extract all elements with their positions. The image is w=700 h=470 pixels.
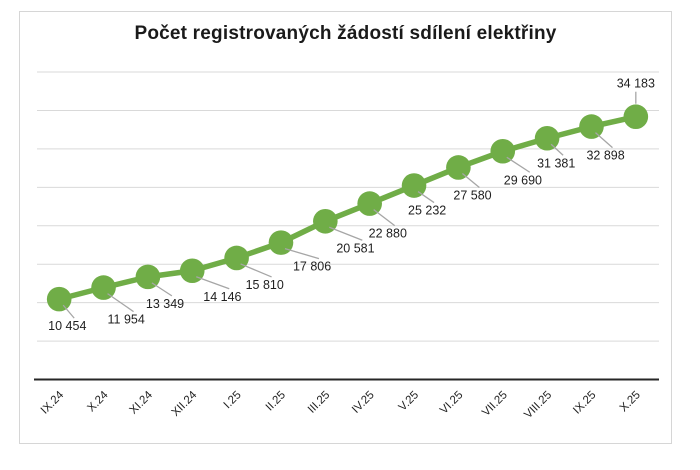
data-label: 22 880 bbox=[369, 227, 407, 241]
leader-line bbox=[550, 143, 564, 156]
data-label: 20 581 bbox=[336, 241, 374, 255]
x-axis-label: V.25 bbox=[397, 389, 421, 413]
leader-line bbox=[62, 304, 75, 319]
leader-line bbox=[506, 156, 531, 173]
leader-line bbox=[417, 190, 435, 204]
leader-line bbox=[461, 172, 480, 188]
x-axis-label: VIII.25 bbox=[522, 389, 554, 421]
data-label: 27 580 bbox=[453, 188, 491, 202]
data-point-marker bbox=[179, 258, 205, 284]
x-axis-label: VII.25 bbox=[480, 389, 510, 419]
data-point-marker bbox=[357, 191, 382, 216]
data-point-marker bbox=[135, 264, 161, 290]
data-point-marker bbox=[579, 114, 604, 139]
data-label: 15 810 bbox=[246, 278, 284, 292]
data-point-marker bbox=[268, 230, 294, 255]
x-axis-label: X.24 bbox=[85, 389, 111, 415]
data-point-marker bbox=[490, 138, 516, 164]
leader-line bbox=[151, 282, 173, 297]
x-axis-label: IX.24 bbox=[39, 389, 67, 417]
data-point-marker bbox=[91, 275, 116, 300]
data-label: 17 806 bbox=[293, 260, 331, 274]
data-label: 25 232 bbox=[408, 204, 446, 218]
x-axis-label: I.25 bbox=[222, 389, 244, 411]
x-axis-label: III.25 bbox=[306, 389, 333, 416]
x-axis-label: IV.25 bbox=[350, 389, 377, 416]
leader-line bbox=[107, 293, 134, 313]
data-point-marker bbox=[313, 208, 338, 234]
leader-line bbox=[595, 132, 613, 149]
data-point-marker bbox=[46, 286, 72, 312]
x-axis-label: XII.24 bbox=[170, 389, 200, 419]
data-point-marker bbox=[534, 125, 560, 151]
data-label: 31 381 bbox=[537, 156, 575, 170]
x-axis-label: IX.25 bbox=[571, 389, 598, 416]
data-label: 29 690 bbox=[504, 173, 542, 187]
chart-title: Počet registrovaných žádostí sdílení ele… bbox=[134, 23, 557, 44]
leader-line bbox=[284, 247, 320, 260]
chart-frame: Počet registrovaných žádostí sdílení ele… bbox=[19, 11, 672, 444]
data-point-marker bbox=[623, 104, 649, 130]
data-label: 32 898 bbox=[586, 149, 624, 163]
data-point-marker bbox=[224, 245, 249, 271]
data-point-marker bbox=[446, 155, 471, 180]
x-axis-label: II.25 bbox=[264, 389, 288, 413]
leader-line bbox=[373, 209, 396, 227]
data-label: 11 954 bbox=[108, 313, 145, 327]
data-point-marker bbox=[401, 173, 427, 198]
leader-line bbox=[240, 263, 272, 278]
leader-line bbox=[196, 276, 230, 290]
data-label: 34 183 bbox=[617, 77, 655, 91]
data-label: 10 454 bbox=[48, 319, 86, 333]
x-axis-label: X.25 bbox=[618, 389, 643, 414]
data-label: 14 146 bbox=[203, 290, 241, 304]
data-label: 13 349 bbox=[146, 297, 184, 311]
leader-line bbox=[329, 226, 363, 241]
x-axis-label: VI.25 bbox=[438, 389, 465, 416]
x-axis-label: XI.24 bbox=[128, 389, 156, 417]
